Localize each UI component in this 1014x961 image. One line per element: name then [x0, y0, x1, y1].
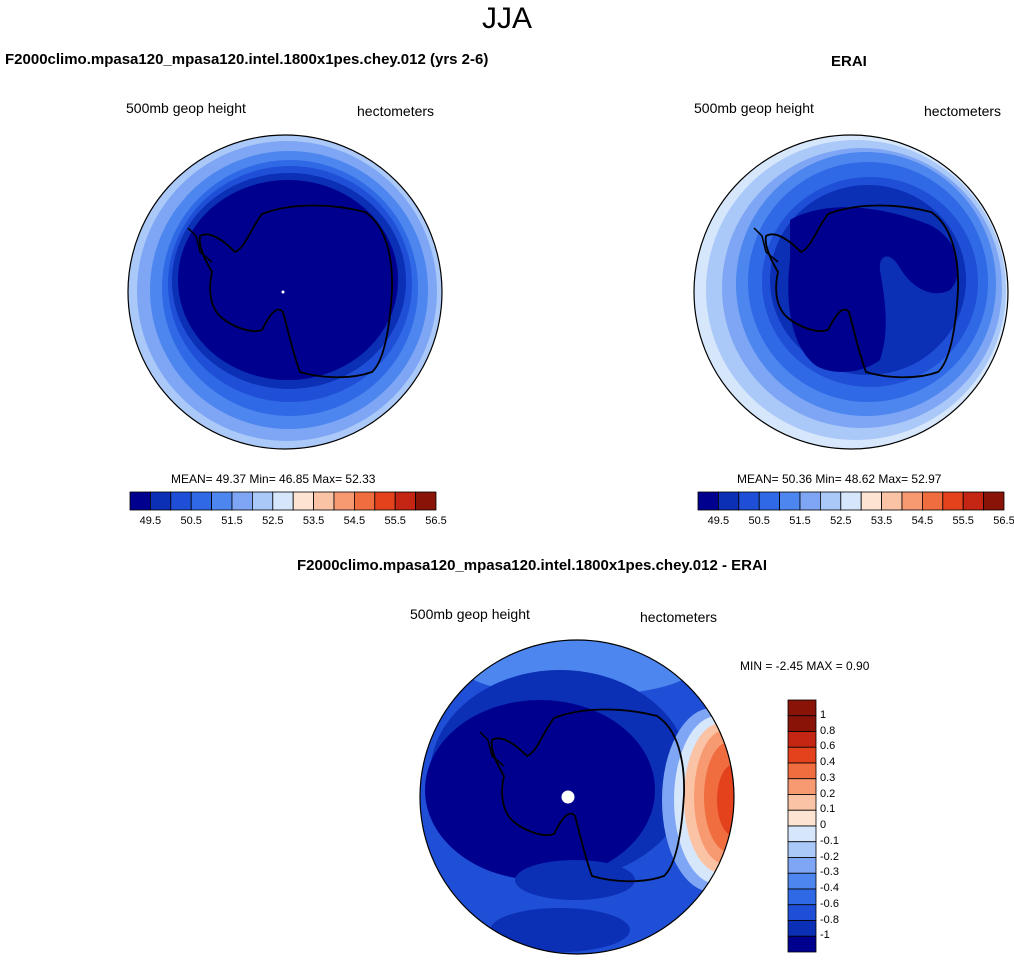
model-colorbar-box — [415, 491, 437, 511]
obs-units-label: hectometers — [924, 103, 1002, 119]
diff-colorbar-tick-label: 0.2 — [820, 787, 836, 800]
model-pole-marker — [281, 290, 285, 294]
diff-colorbar-tick-label: -0.8 — [820, 913, 839, 926]
diff-colorbar-tick-label: 0.8 — [820, 724, 836, 737]
diff-colorbar-box — [787, 888, 817, 906]
diff-colorbar-tick-label: 0.3 — [820, 771, 836, 784]
model-colorbar-tick-label: 50.5 — [180, 515, 202, 527]
diff-panel-title: F2000climo.mpasa120_mpasa120.intel.1800x… — [297, 557, 768, 574]
obs-variable-label: 500mb geop height — [694, 100, 814, 116]
diff-colorbar-box — [787, 778, 817, 795]
obs-colorbar-tick-label: 50.5 — [748, 515, 770, 527]
model-colorbar-tick-label: 49.5 — [139, 515, 162, 527]
diff-colorbar-tick-label: -1 — [820, 929, 830, 942]
obs-stats: MEAN= 50.36 Min= 48.62 Max= 52.97 — [737, 472, 942, 486]
model-stats: MEAN= 49.37 Min= 46.85 Max= 52.33 — [171, 472, 376, 486]
diff-colorbar-box — [787, 809, 817, 827]
obs-colorbar-box — [983, 491, 1005, 511]
diff-colorbar-tick-label: -0.4 — [820, 882, 839, 894]
diff-units-label: hectometers — [640, 609, 718, 625]
obs-colorbar-tick-label: 54.5 — [911, 515, 934, 527]
diff-colorbar-tick-label: 0 — [820, 819, 827, 831]
diff-variable-label: 500mb geop height — [410, 606, 530, 622]
model-panel-title: F2000climo.mpasa120_mpasa120.intel.1800x… — [5, 51, 489, 68]
obs-colorbar — [697, 491, 1005, 511]
diff-colorbar-tick-label: -0.6 — [820, 897, 839, 910]
diff-pole-marker — [561, 790, 575, 804]
diff-colorbar-box — [787, 904, 817, 921]
obs-colorbar-tick-label: 49.5 — [707, 515, 730, 527]
diff-colorbar-box — [787, 699, 817, 717]
diff-colorbar-tick-label: 0.1 — [820, 803, 836, 816]
obs-colorbar-tick-label: 51.5 — [789, 515, 811, 527]
diff-colorbar-tick-label: 0.4 — [820, 756, 836, 768]
diff-colorbar-box — [787, 825, 817, 843]
model-colorbar-tick-label: 54.5 — [343, 515, 366, 527]
diff-colorbar-box — [787, 872, 817, 890]
model-variable-label: 500mb geop height — [126, 100, 246, 116]
diff-colorbar-tick-label: 0.6 — [820, 740, 836, 753]
diff-colorbar-box — [787, 857, 817, 874]
diff-colorbar-box — [787, 715, 817, 732]
model-colorbar-tick-label: 55.5 — [384, 515, 406, 527]
model-units-label: hectometers — [357, 103, 435, 119]
obs-antarctica-coastline — [764, 204, 959, 379]
model-colorbar-tick-label: 53.5 — [302, 515, 325, 527]
diff-colorbar-tick-label: -0.3 — [820, 866, 839, 879]
model-colorbar-tick-label: 51.5 — [221, 515, 243, 527]
figure-title: JJA — [481, 2, 532, 35]
obs-colorbar-tick-label: 55.5 — [952, 515, 974, 527]
diff-colorbar-box — [787, 920, 817, 937]
diff-colorbar-box — [787, 762, 817, 780]
model-colorbar-tick-label: 52.5 — [262, 515, 284, 527]
obs-colorbar-tick-label: 56.5 — [993, 515, 1014, 527]
diff-colorbar-tick-label: 1 — [820, 708, 827, 721]
diff-colorbar — [787, 699, 817, 953]
model-colorbar-tick-label: 56.5 — [425, 515, 447, 527]
model-colorbar — [129, 491, 437, 511]
diff-colorbar-box — [787, 935, 817, 953]
diff-stats: MIN = -2.45 MAX = 0.90 — [740, 659, 870, 673]
diff-colorbar-box — [787, 746, 817, 764]
diff-colorbar-tick-label: -0.1 — [820, 834, 839, 847]
diff-colorbar-box — [787, 794, 817, 811]
model-antarctica-coastline — [198, 204, 393, 379]
obs-panel-title: ERAI — [831, 53, 867, 70]
obs-colorbar-tick-label: 53.5 — [870, 515, 893, 527]
diff-colorbar-box — [787, 841, 817, 858]
diff-colorbar-tick-label: -0.2 — [820, 850, 839, 863]
obs-colorbar-tick-label: 52.5 — [830, 515, 852, 527]
diff-colorbar-box — [787, 731, 817, 748]
diff-antarctica-coastline — [490, 708, 685, 883]
